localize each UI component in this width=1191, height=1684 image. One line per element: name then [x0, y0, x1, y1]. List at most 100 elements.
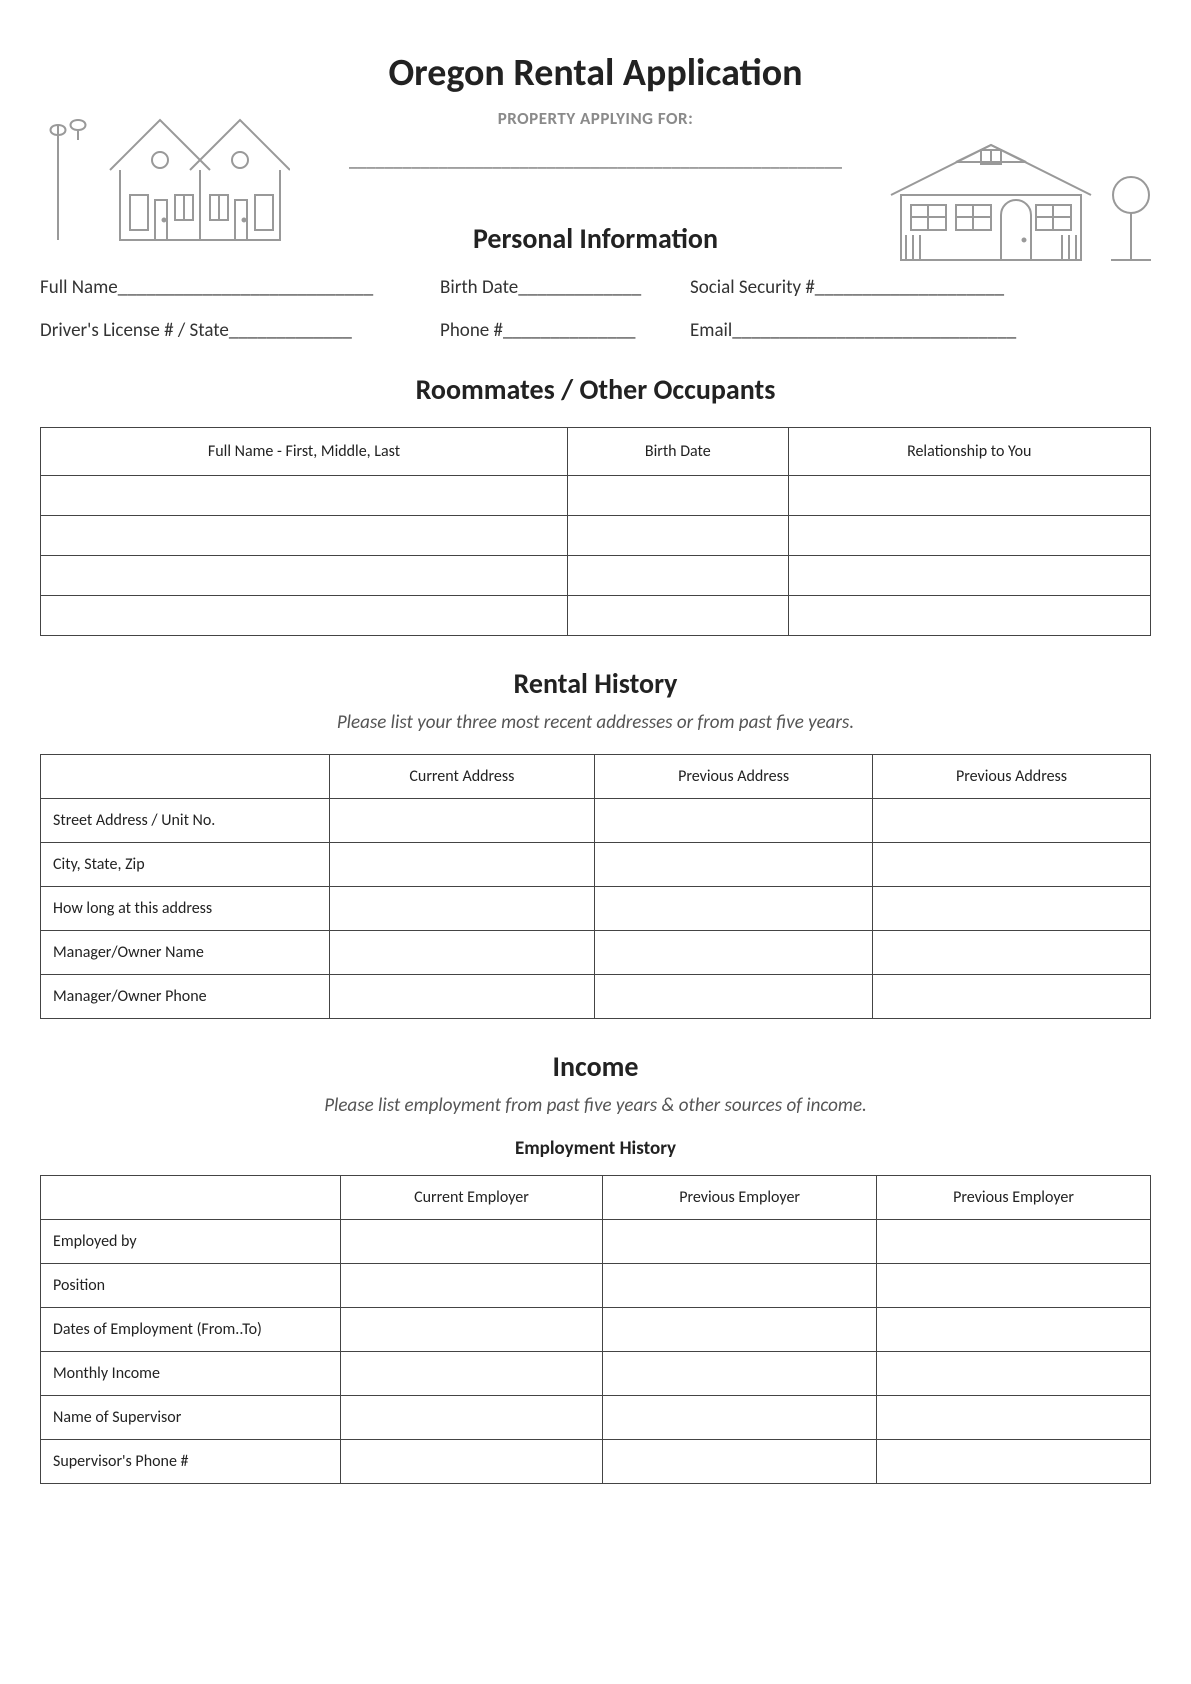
table-cell[interactable]: [877, 1440, 1151, 1484]
table-cell[interactable]: [877, 1396, 1151, 1440]
table-cell[interactable]: [329, 843, 595, 887]
table-cell[interactable]: [329, 799, 595, 843]
table-cell[interactable]: [595, 843, 873, 887]
rental-subtext: Please list your three most recent addre…: [40, 711, 1151, 734]
rental-table: Current AddressPrevious AddressPrevious …: [40, 754, 1151, 1019]
table-cell[interactable]: [329, 931, 595, 975]
table-cell[interactable]: [603, 1264, 877, 1308]
house-left-icon: [30, 80, 290, 255]
row-label: Position: [41, 1264, 341, 1308]
row-label: Street Address / Unit No.: [41, 799, 330, 843]
table-cell[interactable]: [41, 596, 568, 636]
table-cell[interactable]: [595, 931, 873, 975]
table-cell[interactable]: [595, 975, 873, 1019]
row-label: Monthly Income: [41, 1352, 341, 1396]
table-row: Manager/Owner Phone: [41, 975, 1151, 1019]
personal-row-1: Full Name___________________________ Bir…: [40, 276, 1151, 299]
table-cell[interactable]: [340, 1440, 603, 1484]
table-cell[interactable]: [788, 596, 1151, 636]
table-header: Full Name - First, Middle, Last: [41, 428, 568, 476]
table-cell[interactable]: [877, 1264, 1151, 1308]
table-cell[interactable]: [603, 1396, 877, 1440]
table-row: How long at this address: [41, 887, 1151, 931]
table-cell[interactable]: [603, 1308, 877, 1352]
birth-date-field[interactable]: Birth Date_____________: [440, 276, 690, 299]
table-cell[interactable]: [329, 975, 595, 1019]
table-cell[interactable]: [568, 516, 788, 556]
employment-table: Current EmployerPrevious EmployerPreviou…: [40, 1175, 1151, 1484]
table-cell[interactable]: [877, 1352, 1151, 1396]
table-cell[interactable]: [340, 1396, 603, 1440]
table-header: [41, 1176, 341, 1220]
row-label: City, State, Zip: [41, 843, 330, 887]
table-cell[interactable]: [788, 556, 1151, 596]
table-header: Previous Address: [873, 755, 1151, 799]
table-cell[interactable]: [877, 1220, 1151, 1264]
table-cell[interactable]: [340, 1220, 603, 1264]
table-row: City, State, Zip: [41, 843, 1151, 887]
table-cell[interactable]: [329, 887, 595, 931]
table-cell[interactable]: [603, 1220, 877, 1264]
table-cell[interactable]: [603, 1352, 877, 1396]
table-header: Previous Employer: [877, 1176, 1151, 1220]
drivers-license-field[interactable]: Driver's License # / State_____________: [40, 319, 440, 342]
table-header: [41, 755, 330, 799]
row-label: Supervisor's Phone #: [41, 1440, 341, 1484]
roommates-table: Full Name - First, Middle, LastBirth Dat…: [40, 427, 1151, 636]
table-cell[interactable]: [568, 556, 788, 596]
table-cell[interactable]: [873, 931, 1151, 975]
full-name-field[interactable]: Full Name___________________________: [40, 276, 440, 299]
table-row: Position: [41, 1264, 1151, 1308]
table-row: Street Address / Unit No.: [41, 799, 1151, 843]
table-row: [41, 556, 1151, 596]
table-cell[interactable]: [340, 1352, 603, 1396]
table-cell[interactable]: [340, 1308, 603, 1352]
row-label: Employed by: [41, 1220, 341, 1264]
table-cell[interactable]: [788, 476, 1151, 516]
row-label: Dates of Employment (From..To): [41, 1308, 341, 1352]
table-row: Dates of Employment (From..To): [41, 1308, 1151, 1352]
table-header: Birth Date: [568, 428, 788, 476]
table-cell[interactable]: [568, 596, 788, 636]
employment-subheading: Employment History: [40, 1137, 1151, 1160]
table-cell[interactable]: [595, 887, 873, 931]
roommates-heading: Roommates / Other Occupants: [40, 372, 1151, 407]
table-row: [41, 476, 1151, 516]
row-label: Name of Supervisor: [41, 1396, 341, 1440]
table-cell[interactable]: [788, 516, 1151, 556]
row-label: How long at this address: [41, 887, 330, 931]
table-row: Supervisor's Phone #: [41, 1440, 1151, 1484]
table-cell[interactable]: [873, 887, 1151, 931]
ssn-field[interactable]: Social Security #____________________: [690, 276, 1151, 299]
table-header: Previous Employer: [603, 1176, 877, 1220]
table-header: Previous Address: [595, 755, 873, 799]
table-cell[interactable]: [873, 843, 1151, 887]
table-cell[interactable]: [41, 516, 568, 556]
house-right-icon: [881, 140, 1161, 275]
table-row: Employed by: [41, 1220, 1151, 1264]
table-cell[interactable]: [595, 799, 873, 843]
table-cell[interactable]: [603, 1440, 877, 1484]
phone-field[interactable]: Phone #______________: [440, 319, 690, 342]
table-cell[interactable]: [568, 476, 788, 516]
table-header: Relationship to You: [788, 428, 1151, 476]
table-cell[interactable]: [41, 476, 568, 516]
table-cell[interactable]: [340, 1264, 603, 1308]
email-field[interactable]: Email______________________________: [690, 319, 1151, 342]
row-label: Manager/Owner Phone: [41, 975, 330, 1019]
table-cell[interactable]: [877, 1308, 1151, 1352]
income-subtext: Please list employment from past five ye…: [40, 1094, 1151, 1117]
table-header: Current Employer: [340, 1176, 603, 1220]
table-cell[interactable]: [41, 556, 568, 596]
personal-row-2: Driver's License # / State_____________ …: [40, 319, 1151, 342]
table-row: Monthly Income: [41, 1352, 1151, 1396]
row-label: Manager/Owner Name: [41, 931, 330, 975]
table-row: [41, 516, 1151, 556]
table-cell[interactable]: [873, 799, 1151, 843]
income-heading: Income: [40, 1049, 1151, 1084]
table-row: Name of Supervisor: [41, 1396, 1151, 1440]
table-header: Current Address: [329, 755, 595, 799]
table-cell[interactable]: [873, 975, 1151, 1019]
rental-heading: Rental History: [40, 666, 1151, 701]
table-row: [41, 596, 1151, 636]
